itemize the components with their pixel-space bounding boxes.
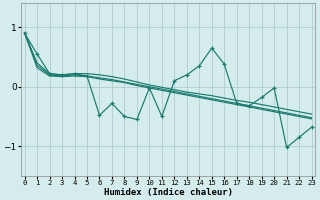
X-axis label: Humidex (Indice chaleur): Humidex (Indice chaleur) [104, 188, 233, 197]
